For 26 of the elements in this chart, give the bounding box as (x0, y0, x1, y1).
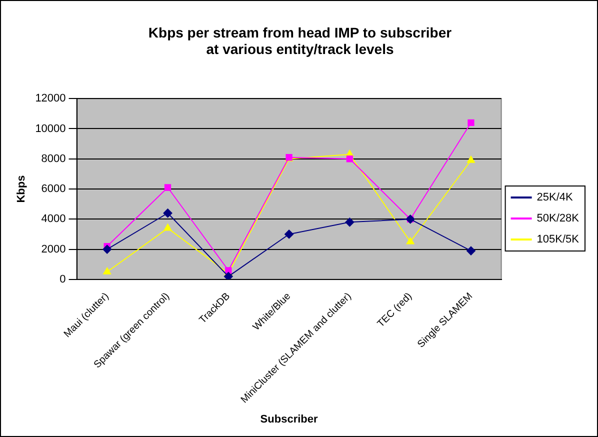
y-tick-label: 0 (60, 273, 66, 286)
y-axis-title: Kbps (16, 175, 28, 203)
legend-label: 25K/4K (536, 192, 574, 204)
y-tick-label: 2000 (41, 243, 66, 256)
chart-title: Kbps per stream from head IMP to subscriber at various entity/track levels (148, 24, 452, 58)
point (163, 208, 172, 218)
point (164, 224, 172, 231)
point (467, 156, 475, 163)
y-tick-label: 10000 (35, 122, 66, 135)
point (346, 156, 354, 162)
point (406, 237, 414, 244)
y-tick-label: 6000 (41, 183, 66, 196)
point (466, 246, 476, 256)
y-tick-label: 8000 (41, 152, 66, 165)
point (103, 267, 112, 274)
point (102, 244, 112, 254)
x-axis-title: Subscriber (260, 413, 318, 426)
point (164, 184, 172, 191)
point (284, 230, 294, 239)
point (468, 119, 474, 126)
legend-label: 105K/5K (536, 234, 580, 246)
point (224, 272, 233, 280)
point (345, 218, 354, 227)
y-tick-label: 4000 (41, 213, 66, 226)
legend-label: 50K/28K (536, 212, 580, 225)
y-tick-label: 12000 (35, 92, 66, 105)
